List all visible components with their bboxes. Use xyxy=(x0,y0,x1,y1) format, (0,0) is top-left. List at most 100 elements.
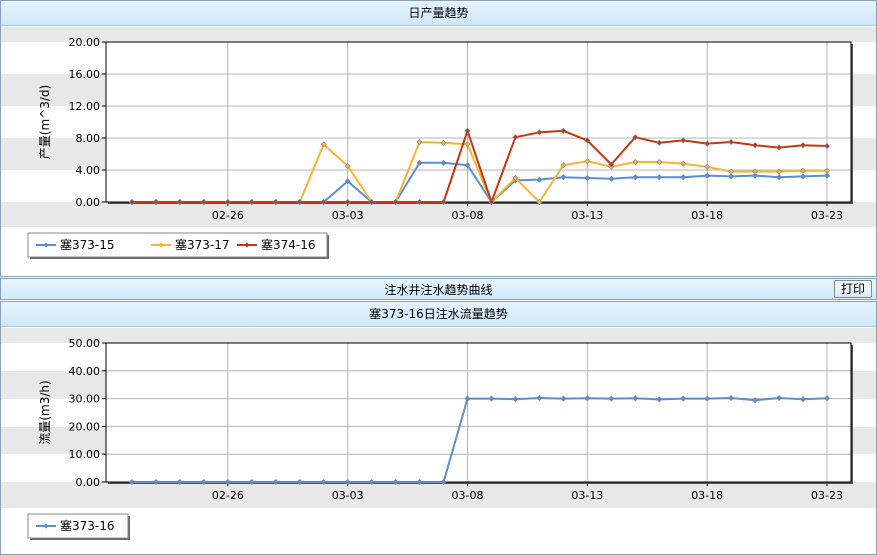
legend-box xyxy=(27,232,328,258)
daily-production-chart: 0.00 4.00 8.00 12.00 16.00 20.00 02-26 03-03 03-… xyxy=(1,27,876,259)
data-point xyxy=(344,162,351,170)
data-point xyxy=(344,478,351,486)
legend-marker xyxy=(158,242,164,248)
data-point xyxy=(536,198,543,206)
y-tick-label: 40.00 xyxy=(69,365,101,378)
data-point xyxy=(536,394,543,402)
data-point xyxy=(823,172,831,179)
y-axis-label: 流量(m3/h) xyxy=(38,380,52,444)
data-point xyxy=(728,168,735,175)
legend-label-1: 塞373-15 xyxy=(60,237,115,252)
data-point xyxy=(752,142,759,149)
data-point xyxy=(632,395,639,402)
y-tick-label: 16.00 xyxy=(69,68,101,81)
y-tick-label: 4.00 xyxy=(76,164,101,177)
y-tick-label: 10.00 xyxy=(69,448,101,461)
data-point xyxy=(416,138,423,146)
data-point xyxy=(488,198,495,206)
data-point xyxy=(656,158,663,166)
data-point xyxy=(584,174,591,182)
injection-flow-chart: 0.00 10.00 20.00 30.00 40.00 50.00 02-26 03-03 0… xyxy=(1,328,876,540)
data-point xyxy=(752,172,759,179)
data-point xyxy=(536,176,543,183)
data-point xyxy=(680,174,687,181)
y-tick-label: 0.00 xyxy=(76,196,101,209)
y-tick-label: 12.00 xyxy=(69,100,101,113)
data-point xyxy=(704,140,711,147)
data-point xyxy=(704,172,711,179)
x-tick-label: 03-23 xyxy=(811,489,843,502)
legend-marker xyxy=(43,523,49,529)
injection-trend-bar: 注水井注水趋势曲线 打印 xyxy=(0,278,877,300)
data-point xyxy=(704,395,711,402)
data-point xyxy=(128,198,136,206)
plot-area xyxy=(106,42,851,202)
data-point xyxy=(632,174,639,181)
data-point xyxy=(536,129,543,136)
x-tick-label: 03-13 xyxy=(571,209,603,222)
data-point xyxy=(632,158,639,166)
x-tick-label: 03-23 xyxy=(811,209,843,222)
data-point xyxy=(368,198,375,206)
data-point xyxy=(272,478,279,486)
data-point xyxy=(656,174,663,181)
data-point xyxy=(320,478,327,486)
data-point xyxy=(344,198,351,206)
x-tick-label: 02-26 xyxy=(212,209,244,222)
background-band xyxy=(1,482,876,508)
data-point xyxy=(344,178,351,185)
plot-area xyxy=(106,343,851,482)
data-point xyxy=(632,134,639,141)
legend-marker xyxy=(244,242,250,248)
data-point xyxy=(224,478,231,486)
data-point xyxy=(464,162,471,169)
background-band xyxy=(1,202,876,227)
data-point xyxy=(320,141,327,148)
data-point xyxy=(704,163,711,170)
data-point xyxy=(728,173,735,180)
data-point xyxy=(392,478,399,486)
y-tick-label: 0.00 xyxy=(76,476,101,489)
data-point xyxy=(656,139,663,146)
data-point xyxy=(416,478,423,486)
x-tick-label: 03-18 xyxy=(691,209,723,222)
data-point xyxy=(728,138,735,146)
data-point xyxy=(680,160,687,167)
data-point xyxy=(272,198,279,206)
data-point xyxy=(799,396,807,403)
legend-label-2: 塞373-17 xyxy=(175,237,230,252)
panel-title: 塞373-16日注水流量趋势 xyxy=(1,302,876,327)
injection-trend-title: 注水井注水趋势曲线 xyxy=(384,283,493,297)
data-point xyxy=(248,198,255,206)
plot-frame xyxy=(105,342,852,483)
data-point xyxy=(392,198,399,206)
data-point xyxy=(560,174,567,181)
data-point xyxy=(608,175,615,182)
data-point xyxy=(152,478,160,486)
data-point xyxy=(776,394,783,402)
x-tick-label: 02-26 xyxy=(212,489,244,502)
x-tick-label: 03-03 xyxy=(332,489,364,502)
data-point xyxy=(728,394,735,402)
data-point xyxy=(752,397,759,404)
data-point xyxy=(440,198,447,206)
data-point xyxy=(464,395,471,402)
y-tick-label: 50.00 xyxy=(69,337,101,350)
data-point xyxy=(296,198,303,206)
data-point xyxy=(823,142,831,150)
plot-frame xyxy=(105,41,852,203)
x-tick-label: 03-08 xyxy=(452,209,484,222)
data-point xyxy=(799,142,807,149)
background-band xyxy=(1,328,876,343)
legend-label-1: 塞373-16 xyxy=(60,518,115,533)
data-point xyxy=(680,137,687,144)
print-button[interactable]: 打印 xyxy=(833,280,872,298)
data-point xyxy=(176,478,183,486)
x-tick-label: 03-13 xyxy=(571,489,603,502)
data-point xyxy=(823,167,831,174)
injection-flow-panel: 塞373-16日注水流量趋势 0.00 10.00 20.00 30.00 40.00 5… xyxy=(0,301,877,555)
data-point xyxy=(608,161,615,168)
data-point xyxy=(200,198,207,206)
series-line-3 xyxy=(132,129,828,203)
data-point xyxy=(440,478,447,486)
